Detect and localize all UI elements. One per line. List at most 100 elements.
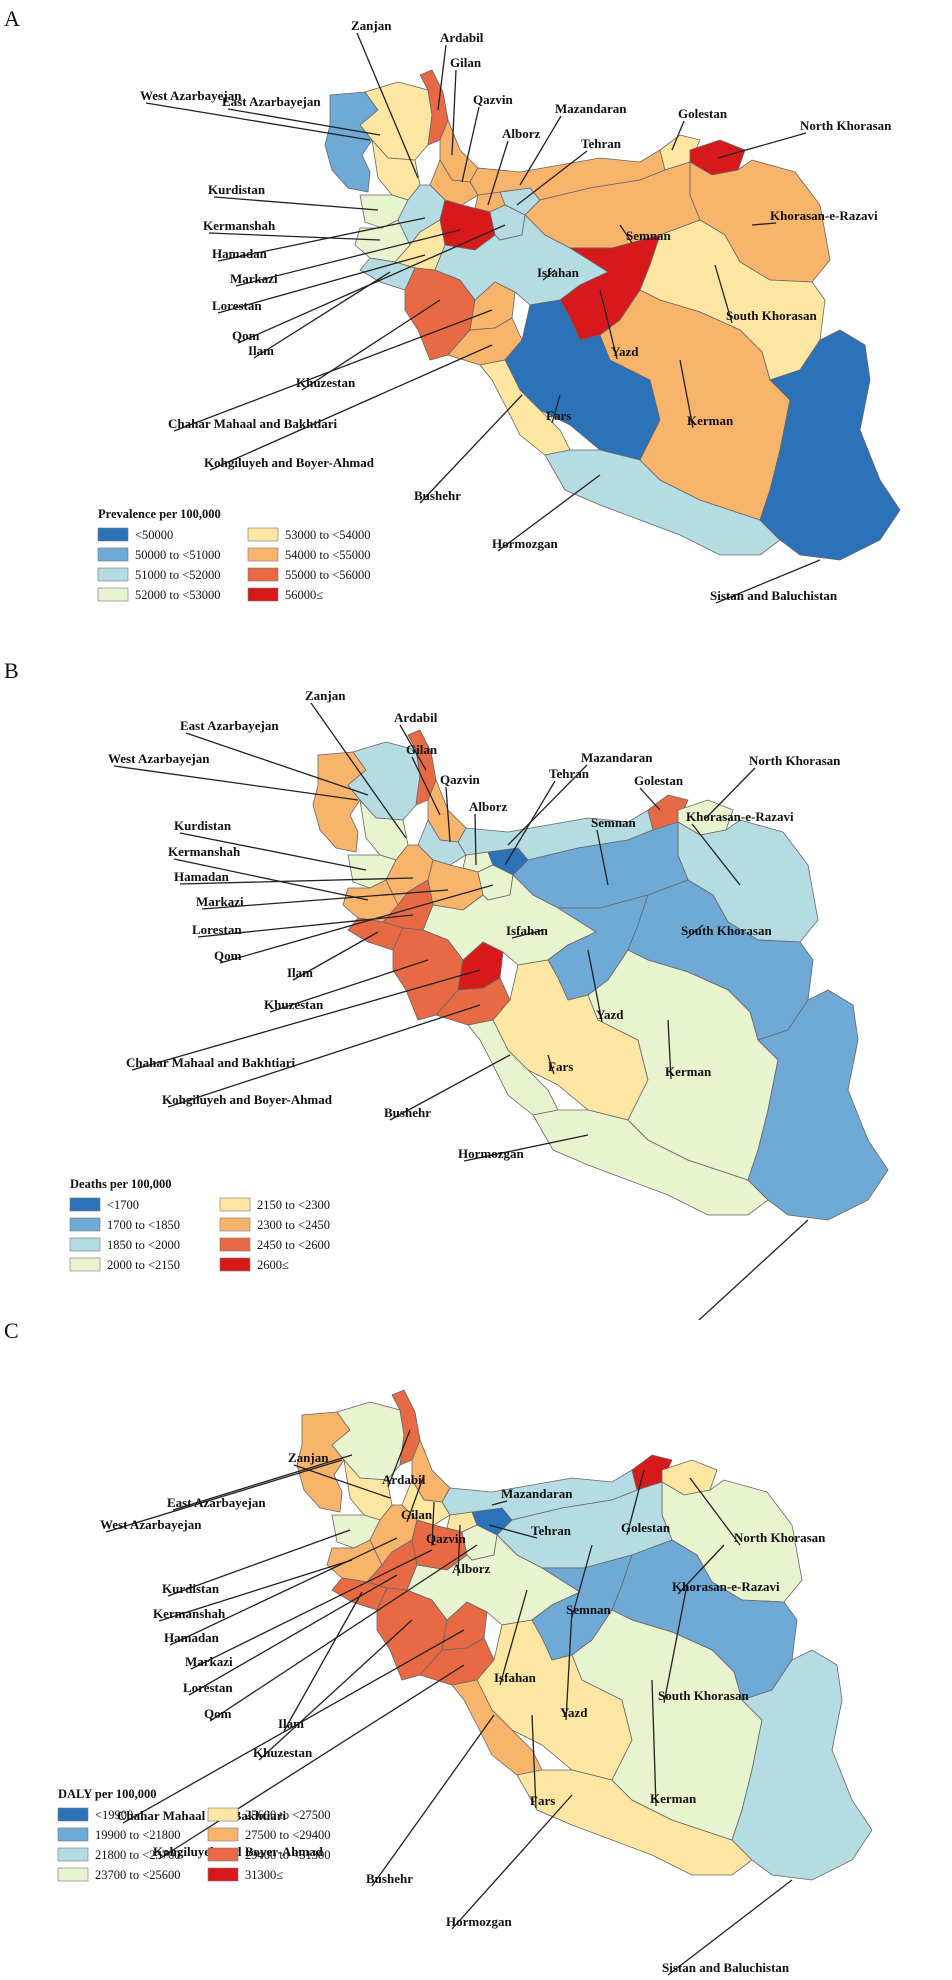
leader-line	[487, 140, 509, 206]
leader-line	[689, 1477, 741, 1546]
legend-label: 56000≤	[285, 588, 323, 602]
label-khorasan-e-razavi: Khorasan-e-Razavi	[770, 208, 878, 223]
leader-line	[235, 229, 461, 287]
legend-swatch	[69, 1237, 101, 1252]
leader-line	[542, 269, 556, 281]
leader-line	[253, 271, 391, 359]
label-kermanshah: Kermanshah	[168, 844, 241, 859]
legend-label: 31300≤	[245, 1868, 283, 1882]
legend: Prevalence per 100,000 <50000 50000 to <51…	[97, 507, 371, 602]
leader-line	[626, 1469, 645, 1536]
leader-line	[431, 1501, 435, 1547]
label-alborz: Alborz	[469, 799, 508, 814]
label-fars: Fars	[530, 1793, 555, 1808]
label-qazvin: Qazvin	[426, 1531, 466, 1546]
leader-line	[197, 914, 414, 938]
label-chahar-mahaal-and-bakhtiari: Chahar Mahaal and Bakhtiari	[126, 1055, 296, 1070]
label-east-azarbayejan: East Azarbayejan	[222, 94, 321, 109]
label-ilam: Ilam	[278, 1716, 304, 1731]
leader-line	[208, 232, 381, 241]
leader-line	[145, 102, 371, 141]
label-kerman: Kerman	[650, 1791, 697, 1806]
label-kerman: Kerman	[687, 413, 734, 428]
leader-line	[169, 1537, 398, 1646]
leader-line	[663, 1584, 688, 1704]
label-zanjan: Zanjan	[288, 1450, 329, 1465]
leader-line	[399, 724, 427, 771]
legend-title: Prevalence per 100,000	[98, 507, 221, 521]
label-gilan: Gilan	[450, 55, 482, 70]
label-hormozgan: Hormozgan	[458, 1146, 524, 1161]
leader-line	[679, 359, 694, 429]
province-west-azarbayejan	[312, 751, 367, 853]
label-north-khorasan: North Khorasan	[800, 118, 892, 133]
label-gilan: Gilan	[406, 742, 438, 757]
leader-line	[667, 1019, 672, 1080]
legend-swatch	[97, 567, 129, 582]
legend-label: <19900	[95, 1808, 133, 1822]
leader-line	[158, 1559, 353, 1622]
leader-line	[411, 756, 441, 816]
leader-line	[167, 1529, 351, 1597]
legend-swatch	[57, 1867, 89, 1882]
leader-line	[113, 765, 359, 801]
legend-label: 50000 to <51000	[135, 548, 221, 562]
label-yazd: Yazd	[560, 1705, 588, 1720]
leader-line	[457, 1524, 461, 1577]
legend-label: 1700 to <1850	[107, 1218, 180, 1232]
legend-label: 21800 to <23700	[95, 1848, 181, 1862]
leader-line	[516, 150, 588, 206]
label-west-azarbayejan: West Azarbayejan	[108, 751, 210, 766]
leader-line	[292, 931, 379, 981]
legend-label: 2000 to <2150	[107, 1258, 180, 1272]
legend-label: 27500 to <29400	[245, 1828, 331, 1842]
legend-swatch	[97, 527, 129, 542]
leader-line	[105, 1459, 343, 1533]
legend-label: 23700 to <25600	[95, 1868, 181, 1882]
label-zanjan: Zanjan	[305, 688, 346, 703]
leader-line	[389, 1054, 511, 1121]
leader-line	[173, 858, 369, 901]
province-labels: West Azarbayejan East Azarbayejan Ardabil Z…	[100, 1429, 826, 1976]
legend-label: 19900 to <21800	[95, 1828, 181, 1842]
province-sistan-and-baluchistan	[759, 329, 901, 561]
label-ilam: Ilam	[287, 965, 313, 980]
leader-line	[698, 1219, 809, 1320]
leader-line	[691, 823, 741, 886]
province-layer	[296, 1389, 873, 1881]
legend-swatch	[247, 567, 279, 582]
province-sistan-and-baluchistan	[747, 989, 889, 1221]
leader-line	[599, 289, 618, 360]
legend-swatch	[69, 1217, 101, 1232]
panel-letter: A	[4, 6, 20, 31]
label-kohgiluyeh-and-boyer-ahmad: Kohgiluyeh and Boyer-Ahmad	[204, 455, 375, 470]
label-zanjan: Zanjan	[351, 18, 392, 33]
label-kerman: Kerman	[665, 1064, 712, 1079]
label-ardabil: Ardabil	[440, 30, 484, 45]
leader-line	[587, 949, 603, 1023]
leader-line	[499, 1589, 528, 1686]
leader-line	[565, 1609, 573, 1721]
legend-swatch	[207, 1867, 239, 1882]
label-east-azarbayejan: East Azarbayejan	[167, 1495, 266, 1510]
label-ardabil: Ardabil	[382, 1472, 426, 1487]
leader-line	[571, 1544, 593, 1618]
label-tehran: Tehran	[549, 766, 590, 781]
legend-swatch	[57, 1847, 89, 1862]
label-south-khorasan: South Khorasan	[658, 1688, 749, 1703]
leader-line	[717, 132, 807, 159]
map-panel-a: A West Azarbayejan East Azarbayejan Ardabil…	[0, 0, 952, 660]
province-labels: West Azarbayejan East Azarbayejan Ardabil Z…	[108, 688, 841, 1320]
legend-label: 2150 to <2300	[257, 1198, 330, 1212]
legend-swatch	[247, 527, 279, 542]
leader-line	[185, 732, 369, 796]
leader-line	[511, 929, 544, 939]
label-kurdistan: Kurdistan	[174, 818, 232, 833]
label-north-khorasan: North Khorasan	[749, 753, 841, 768]
leader-line	[209, 1544, 478, 1722]
label-golestan: Golestan	[678, 106, 728, 121]
leader-line	[507, 764, 588, 846]
leader-line	[209, 344, 493, 471]
leader-line	[488, 1524, 538, 1539]
legend-label: 2300 to <2450	[257, 1218, 330, 1232]
